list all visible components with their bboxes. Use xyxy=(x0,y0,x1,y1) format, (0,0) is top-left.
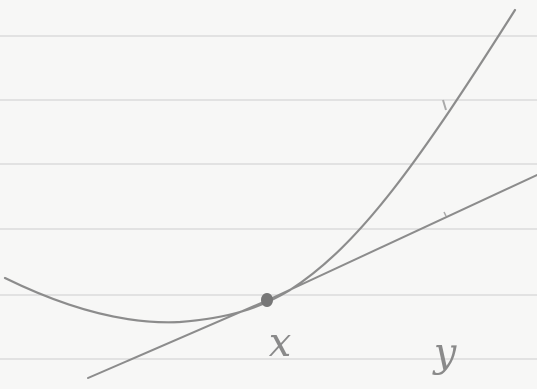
label-x: x xyxy=(269,320,292,366)
tangent-point xyxy=(261,293,273,307)
sketch: x y xyxy=(0,0,537,389)
label-y: y xyxy=(432,330,458,376)
